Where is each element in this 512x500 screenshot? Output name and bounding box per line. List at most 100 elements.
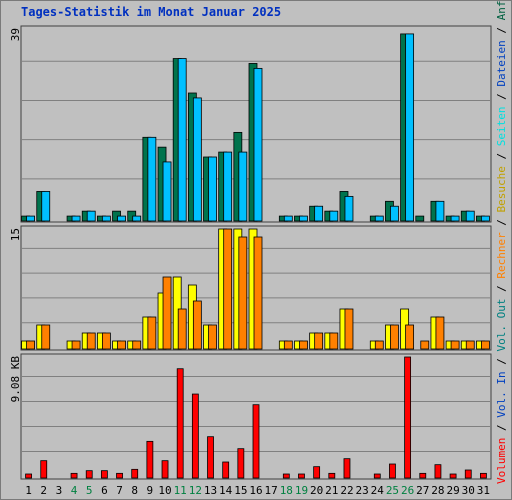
bar-middle-rechner-day-30 [465, 340, 475, 350]
bar-top-dateien-day-26 [405, 33, 415, 222]
bar-top-dateien-day-28 [435, 200, 445, 222]
panel-bottom-ymax-label: 9.08 KB [9, 356, 22, 403]
x-tick-label-day-17: 17 [265, 484, 278, 497]
bar-middle-rechner-day-27 [420, 340, 430, 350]
bar-bottom-volumen-day-31 [480, 472, 487, 479]
bar-top-dateien-day-5 [86, 210, 96, 222]
bar-bottom-volumen-day-1 [25, 473, 32, 479]
x-tick-label-day-20: 20 [310, 484, 323, 497]
x-tick-label-day-13: 13 [204, 484, 217, 497]
chart-title: Tages-Statistik im Monat Januar 2025 [21, 5, 282, 19]
bar-bottom-volumen-day-9 [146, 440, 154, 479]
x-tick-label-day-16: 16 [249, 484, 262, 497]
bar-top-dateien-day-15 [238, 151, 248, 222]
panel-middle-ymax-label: 15 [9, 228, 22, 241]
bar-bottom-volumen-day-2 [40, 460, 48, 479]
bar-top-dateien-day-25 [390, 205, 399, 222]
bar-middle-rechner-day-4 [71, 340, 81, 350]
legend-entry-besuche: Besuche [495, 166, 508, 213]
bar-middle-rechner-day-7 [117, 340, 126, 350]
bar-middle-rechner-day-9 [147, 316, 157, 350]
x-tick-label-day-1: 1 [25, 484, 32, 497]
bar-top-dateien-day-22 [344, 195, 354, 222]
bar-bottom-volumen-day-14 [222, 461, 230, 479]
x-tick-label-day-14: 14 [219, 484, 233, 497]
x-tick-label-day-5: 5 [86, 484, 93, 497]
x-tick-label-day-8: 8 [131, 484, 138, 497]
x-tick-label-day-22: 22 [340, 484, 353, 497]
bar-top-dateien-day-29 [450, 215, 460, 222]
x-tick-label-day-24: 24 [371, 484, 385, 497]
x-tick-label-day-10: 10 [158, 484, 171, 497]
bar-bottom-volumen-day-24 [373, 473, 381, 479]
bar-top-dateien-day-4 [71, 215, 81, 222]
bar-bottom-volumen-day-5 [85, 470, 93, 479]
legend-separator: / [495, 20, 508, 41]
bar-top-dateien-day-10 [162, 161, 172, 222]
x-tick-label-day-12: 12 [189, 484, 202, 497]
legend-separator: / [495, 417, 508, 438]
bar-top-dateien-day-2 [41, 191, 51, 222]
bar-top-anfragen-day-27 [415, 215, 425, 222]
bar-middle-rechner-day-21 [329, 332, 339, 350]
bar-top-dateien-day-11 [177, 58, 187, 222]
bar-bottom-volumen-day-15 [237, 448, 245, 479]
x-tick-label-day-7: 7 [116, 484, 123, 497]
bar-top-dateien-day-12 [192, 97, 202, 222]
bar-middle-rechner-day-20 [314, 332, 324, 350]
bar-bottom-volumen-day-4 [70, 472, 78, 479]
bar-bottom-volumen-day-13 [207, 436, 214, 479]
x-tick-label-day-23: 23 [356, 484, 369, 497]
bar-bottom-volumen-day-22 [343, 458, 351, 479]
bar-bottom-volumen-day-18 [282, 473, 290, 479]
bar-middle-rechner-day-26 [405, 324, 415, 350]
legend-text: Volumen / Vol. In / Vol. Out / Rechner /… [495, 0, 508, 484]
series-legend: Volumen / Vol. In / Vol. Out / Rechner /… [493, 0, 511, 486]
bar-middle-rechner-day-31 [481, 340, 490, 350]
x-tick-label-day-30: 30 [462, 484, 475, 497]
bar-top-dateien-day-8 [132, 215, 142, 222]
bar-top-dateien-day-9 [147, 136, 157, 222]
bar-bottom-volumen-day-10 [161, 460, 169, 479]
bar-top-dateien-day-13 [208, 156, 217, 222]
bar-middle-rechner-day-13 [208, 324, 217, 350]
bar-top-dateien-day-20 [314, 205, 324, 222]
x-tick-label-day-3: 3 [56, 484, 63, 497]
bar-top-dateien-day-31 [481, 215, 490, 222]
x-tick-label-day-31: 31 [477, 484, 490, 497]
legend-separator: / [495, 212, 508, 233]
bar-bottom-volumen-day-6 [100, 470, 108, 479]
bar-bottom-volumen-day-8 [131, 468, 139, 479]
bar-top-dateien-day-7 [117, 215, 126, 222]
bar-top-dateien-day-1 [26, 215, 35, 222]
bar-middle-rechner-day-2 [41, 324, 51, 350]
bar-middle-rechner-day-14 [223, 228, 233, 350]
x-tick-label-day-25: 25 [386, 484, 399, 497]
x-tick-label-day-11: 11 [174, 484, 187, 497]
bar-middle-rechner-day-1 [26, 340, 35, 350]
legend-entry-volout: Vol. Out [495, 298, 508, 352]
x-tick-label-day-9: 9 [147, 484, 154, 497]
bar-middle-rechner-day-16 [253, 236, 263, 350]
bar-middle-rechner-day-24 [374, 340, 384, 350]
legend-separator: / [495, 351, 508, 372]
bar-middle-rechner-day-22 [344, 308, 354, 350]
bar-bottom-volumen-day-28 [434, 464, 442, 479]
panel-top-ymax-label: 39 [9, 28, 22, 41]
bar-bottom-volumen-day-19 [298, 473, 305, 479]
bar-middle-rechner-day-28 [435, 316, 445, 350]
bar-top-dateien-day-16 [253, 67, 263, 222]
bar-bottom-volumen-day-21 [328, 472, 336, 479]
bar-bottom-volumen-day-29 [449, 473, 457, 479]
x-tick-label-day-26: 26 [401, 484, 414, 497]
x-tick-label-day-27: 27 [416, 484, 429, 497]
bar-top-dateien-day-24 [374, 215, 384, 222]
legend-entry-volin: Vol. In [495, 371, 508, 418]
x-tick-label-day-6: 6 [101, 484, 108, 497]
bar-middle-rechner-day-10 [162, 276, 172, 350]
bar-bottom-volumen-day-16 [252, 404, 260, 479]
x-tick-label-day-21: 21 [325, 484, 338, 497]
legend-separator: / [495, 86, 508, 107]
bar-middle-rechner-day-11 [177, 308, 187, 350]
